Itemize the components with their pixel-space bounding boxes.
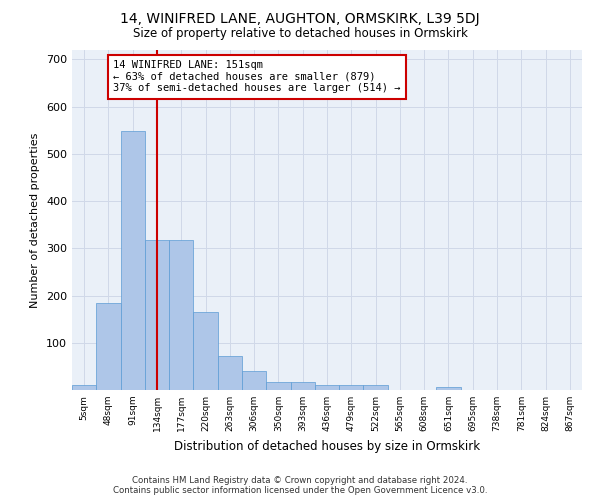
Text: Size of property relative to detached houses in Ormskirk: Size of property relative to detached ho… [133, 28, 467, 40]
Bar [364, 385, 388, 390]
Bar [96, 302, 121, 390]
Text: Contains HM Land Registry data © Crown copyright and database right 2024.
Contai: Contains HM Land Registry data © Crown c… [113, 476, 487, 495]
Bar [315, 385, 339, 390]
Bar [169, 240, 193, 390]
Text: 14, WINIFRED LANE, AUGHTON, ORMSKIRK, L39 5DJ: 14, WINIFRED LANE, AUGHTON, ORMSKIRK, L3… [120, 12, 480, 26]
Bar [242, 371, 266, 390]
Text: 14 WINIFRED LANE: 151sqm
← 63% of detached houses are smaller (879)
37% of semi-: 14 WINIFRED LANE: 151sqm ← 63% of detach… [113, 60, 400, 94]
Bar [145, 240, 169, 390]
Bar [339, 385, 364, 390]
Bar [266, 382, 290, 390]
Bar [290, 382, 315, 390]
X-axis label: Distribution of detached houses by size in Ormskirk: Distribution of detached houses by size … [174, 440, 480, 452]
Bar [72, 386, 96, 390]
Bar [218, 356, 242, 390]
Bar [121, 130, 145, 390]
Bar [436, 387, 461, 390]
Y-axis label: Number of detached properties: Number of detached properties [31, 132, 40, 308]
Bar [193, 312, 218, 390]
